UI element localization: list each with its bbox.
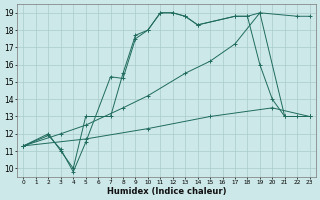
X-axis label: Humidex (Indice chaleur): Humidex (Indice chaleur) (107, 187, 226, 196)
